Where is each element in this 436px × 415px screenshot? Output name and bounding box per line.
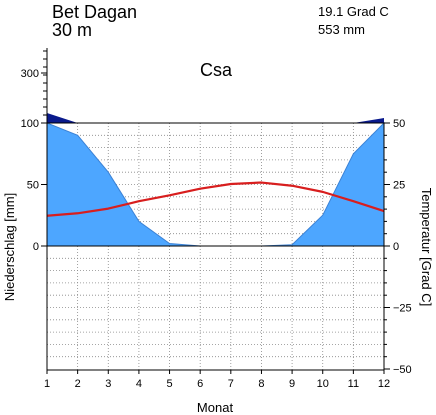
x-tick-label: 9 bbox=[289, 378, 295, 390]
climate-class: Csa bbox=[200, 60, 233, 80]
right-tick-label: −25 bbox=[393, 303, 412, 315]
annual-precipitation: 553 mm bbox=[318, 22, 365, 37]
left-tick-label: 0 bbox=[33, 241, 39, 253]
x-tick-label: 7 bbox=[228, 378, 234, 390]
x-tick-label: 12 bbox=[378, 378, 390, 390]
x-tick-label: 2 bbox=[75, 378, 81, 390]
x-axis-label: Monat bbox=[197, 400, 234, 415]
x-tick-label: 8 bbox=[258, 378, 264, 390]
right-tick-label: 50 bbox=[393, 118, 405, 130]
x-tick-label: 6 bbox=[197, 378, 203, 390]
temperature-series bbox=[46, 181, 385, 217]
right-tick-label: 0 bbox=[393, 241, 399, 253]
temperature-line bbox=[46, 181, 385, 217]
x-tick-label: 1 bbox=[44, 378, 50, 390]
x-tick-label: 3 bbox=[105, 378, 111, 390]
station-elevation: 30 m bbox=[52, 20, 93, 40]
station-name: Bet Dagan bbox=[52, 2, 138, 22]
x-tick-label: 4 bbox=[136, 378, 142, 390]
x-tick-label: 10 bbox=[317, 378, 329, 390]
mean-temperature: 19.1 Grad C bbox=[318, 4, 389, 19]
x-tick-label: 11 bbox=[348, 378, 359, 390]
x-tick-label: 5 bbox=[166, 378, 172, 390]
right-axis-label: Temperatur [Grad C] bbox=[419, 188, 434, 307]
left-tick-label: 300 bbox=[21, 68, 39, 80]
left-axis-label: Niederschlag [mm] bbox=[2, 193, 17, 301]
precipitation-area bbox=[46, 113, 385, 247]
right-tick-label: −50 bbox=[393, 364, 412, 376]
left-tick-label: 50 bbox=[27, 180, 39, 192]
right-tick-label: 25 bbox=[393, 180, 405, 192]
left-tick-label: 100 bbox=[21, 118, 39, 130]
precipitation-excess bbox=[353, 118, 384, 123]
precipitation-excess bbox=[47, 113, 78, 123]
